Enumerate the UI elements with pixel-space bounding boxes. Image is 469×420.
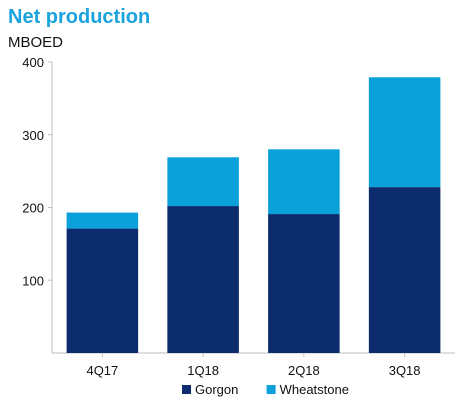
x-tick-label: 1Q18 <box>187 363 219 378</box>
y-axis-tick-labels: 100 200 300 400 <box>22 55 44 288</box>
x-tick-label: 4Q17 <box>86 363 118 378</box>
legend-swatch-gorgon <box>182 385 191 394</box>
chart-legend: Gorgon Wheatstone <box>182 382 349 397</box>
bar-gorgon-2q18 <box>268 214 340 353</box>
x-tick-label: 2Q18 <box>288 363 320 378</box>
y-tick-label: 400 <box>22 55 44 70</box>
bar-gorgon-1q18 <box>167 206 239 353</box>
bar-wheatstone-2q18 <box>268 149 340 215</box>
bar-wheatstone-1q18 <box>167 157 239 207</box>
legend-label-wheatstone: Wheatstone <box>280 382 349 397</box>
bar-wheatstone-3q18 <box>368 77 441 188</box>
chart-title: Net production <box>8 6 151 28</box>
x-tick-label: 3Q18 <box>389 363 421 378</box>
chart-unit-label: MBOED <box>8 34 64 51</box>
bar-wheatstone-4q17 <box>66 212 139 229</box>
bar-gorgon-3q18 <box>368 187 441 353</box>
chart-bars <box>66 77 441 353</box>
y-tick-label: 200 <box>22 201 44 216</box>
bar-gorgon-4q17 <box>66 228 139 353</box>
x-axis-tick-labels: 4Q17 1Q18 2Q18 3Q18 <box>86 363 420 378</box>
legend-label-gorgon: Gorgon <box>195 382 238 397</box>
y-tick-label: 300 <box>22 128 44 143</box>
y-tick-label: 100 <box>22 273 44 288</box>
legend-swatch-wheatstone <box>266 385 276 394</box>
